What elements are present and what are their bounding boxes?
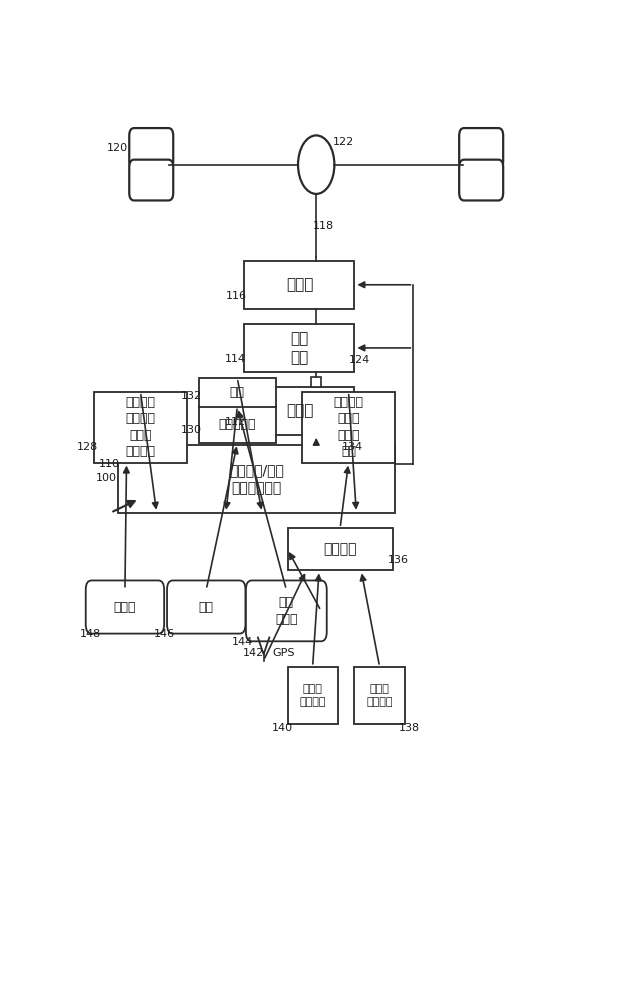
Text: 142: 142	[242, 648, 263, 658]
Text: 118: 118	[313, 221, 334, 231]
Bar	[244, 261, 354, 309]
Circle shape	[298, 135, 334, 194]
FancyBboxPatch shape	[459, 160, 503, 200]
Text: 148: 148	[80, 629, 101, 639]
FancyBboxPatch shape	[129, 160, 173, 200]
Text: 起动
马达: 起动 马达	[291, 331, 308, 365]
Text: 传感器: 传感器	[114, 601, 136, 614]
Text: 发动机、
变速器、
电力、
气候状态: 发动机、 变速器、 电力、 气候状态	[125, 396, 155, 458]
Text: 140: 140	[272, 723, 293, 733]
Bar	[94, 392, 187, 463]
Text: 122: 122	[333, 137, 355, 147]
Text: 138: 138	[399, 723, 420, 733]
Text: 速度
传感器: 速度 传感器	[275, 596, 297, 626]
Text: 144: 144	[231, 637, 253, 647]
Bar	[302, 392, 395, 463]
Text: 车速: 车速	[230, 386, 245, 399]
Text: 110: 110	[99, 459, 120, 469]
Text: 120: 120	[107, 143, 128, 153]
Text: 驾驶员控制: 驾驶员控制	[218, 418, 256, 431]
Bar	[244, 324, 354, 372]
Text: GPS: GPS	[272, 648, 295, 658]
Bar	[118, 445, 395, 513]
Bar	[199, 406, 276, 443]
Bar	[244, 387, 354, 435]
Text: 128: 128	[77, 442, 98, 452]
Bar	[288, 528, 393, 570]
Text: 地图、
当地坡度: 地图、 当地坡度	[299, 684, 326, 707]
FancyBboxPatch shape	[246, 580, 327, 641]
Bar	[288, 667, 337, 724]
Text: 116: 116	[225, 291, 246, 301]
Text: 发动机: 发动机	[286, 404, 313, 419]
Text: 136: 136	[388, 555, 409, 565]
Text: 未来的
交通预测: 未来的 交通预测	[366, 684, 393, 707]
Text: 变速器: 变速器	[286, 277, 313, 292]
Text: 134: 134	[342, 442, 363, 452]
Text: 124: 124	[349, 355, 370, 365]
Bar	[354, 667, 405, 724]
Text: 蹏板: 蹏板	[199, 601, 213, 614]
Text: 146: 146	[154, 629, 175, 639]
Text: 114: 114	[225, 354, 246, 364]
FancyBboxPatch shape	[129, 128, 173, 169]
FancyBboxPatch shape	[167, 580, 246, 634]
Bar	[199, 378, 276, 407]
FancyBboxPatch shape	[86, 580, 164, 634]
Text: 100: 100	[96, 473, 117, 483]
Bar	[311, 377, 321, 387]
Text: 132: 132	[180, 391, 202, 401]
Text: 即将到来
的停车
的持续
时间: 即将到来 的停车 的持续 时间	[334, 396, 363, 458]
Text: 导航系统: 导航系统	[323, 542, 357, 556]
Text: 130: 130	[180, 425, 201, 435]
Text: 112: 112	[225, 417, 246, 427]
FancyBboxPatch shape	[459, 128, 503, 169]
Text: 具有起动/停止
逻辑的控制器: 具有起动/停止 逻辑的控制器	[229, 463, 284, 495]
